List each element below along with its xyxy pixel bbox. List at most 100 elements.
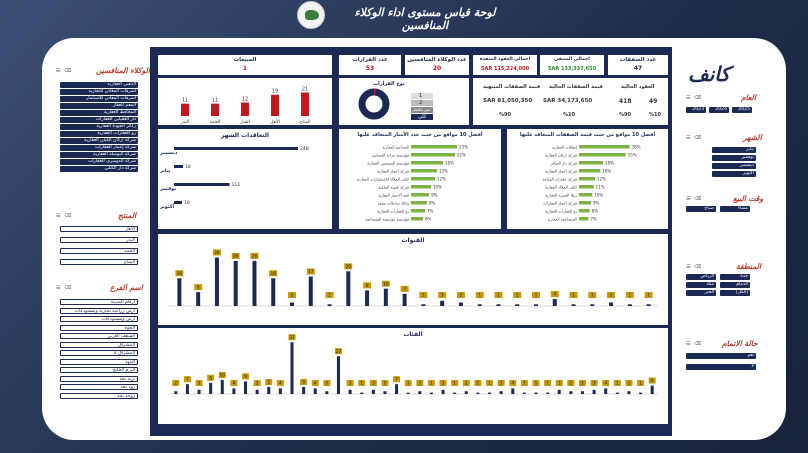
- month-value-label: 111: [232, 182, 241, 188]
- region-slicer-item[interactable]: [الكل]: [720, 290, 750, 296]
- region-slicer-item[interactable]: الخبر: [686, 290, 716, 296]
- channels-chart-card[interactable]: القنوات 16 8 28 26 26 16 2 17 1 20 9 10 7 1 3 2 1 1 1 1 4 1 1 2…: [158, 234, 668, 325]
- sales-value-label: 21: [302, 86, 308, 92]
- column-value-badge: [497, 380, 505, 386]
- kpi-deals-card[interactable]: عدد الصفقات 47: [608, 55, 668, 75]
- top10-value-chart: 38% إتفاقات العقارية 35% شركة أركان العقاري…: [543, 145, 641, 222]
- city-slicer-item[interactable]: روحة نجد: [60, 392, 138, 399]
- donut-legend-4: كلي: [411, 114, 433, 120]
- period-slicer-item[interactable]: مساء: [720, 206, 750, 212]
- city-slicer-item[interactable]: أرقام المدينة: [60, 299, 138, 305]
- region-filter-icon[interactable]: ☰ ⌫: [686, 264, 703, 270]
- period-slicer-item[interactable]: صباح: [686, 206, 716, 212]
- top10-value-label: 38%: [632, 145, 641, 150]
- kpi-sales-card[interactable]: المبيعات 1: [158, 55, 332, 75]
- column-bar: [232, 388, 236, 394]
- top10-value-card[interactable]: أفضل 10 مواقع من حيث قيمة الصفقات المتعا…: [507, 129, 668, 229]
- column-value-badge: [404, 380, 412, 386]
- region-slicer-item[interactable]: الدمام: [720, 282, 750, 288]
- column-bar: [255, 389, 259, 394]
- sales-chart-card[interactable]: 21 المتاح 19 الأهل 12 الفنار 11 الحمد 11 البدر: [158, 78, 332, 125]
- categories-chart-card[interactable]: الفئات 2 7 3 8 10 4 9 3 5 4 37 5 4 2 27 3 1 3 2 7 1 2 1 3 1 2 1 1 2 4…: [158, 328, 668, 424]
- month-filter-icon[interactable]: ☰ ⌫: [686, 135, 703, 141]
- kpi-grid-card[interactable]: العقود الحالية قيمة الصفقات الحالية قيمة…: [473, 78, 668, 125]
- month-slicer-item[interactable]: نوفمبر: [712, 155, 756, 161]
- agent-slicer-item[interactable]: ركائز الجودة العقارية: [60, 124, 138, 130]
- kpi-decisions-card[interactable]: عدد القرارات 53: [339, 55, 401, 75]
- top10-meters-card[interactable]: أفضل 10 مواقع من حيث عدد الأمتار المتعاق…: [339, 129, 501, 229]
- type-slicer-filter-icon[interactable]: ☰ ⌫: [56, 213, 73, 219]
- region-slicer-item[interactable]: مكة: [686, 282, 716, 288]
- column-value-badge: [613, 380, 621, 386]
- agent-slicer-item[interactable]: شركة الدوسري للعقارات: [60, 159, 138, 165]
- year-slicer-item[interactable]: 2023: [686, 107, 706, 113]
- month-slicer-item[interactable]: ديسمبر: [712, 163, 756, 169]
- month-slicer-item[interactable]: يناير: [712, 147, 756, 153]
- column-value-label: 16: [270, 271, 276, 277]
- agent-slicer-item[interactable]: شركة البوصلة العقارية: [60, 152, 138, 158]
- kpi-remaining-card[interactable]: اجمالي المتبقي SAR 133,337,650: [540, 55, 604, 75]
- city-slicer-item[interactable]: المشراق 2: [60, 350, 138, 356]
- agent-slicer-item[interactable]: دار العقيلين للعقارات: [60, 117, 138, 123]
- year-filter-icon[interactable]: ☰ ⌫: [686, 95, 703, 101]
- agent-slicer-item[interactable]: رو للعقارات العقارية: [60, 131, 138, 137]
- status-slicer-item[interactable]: نعم: [686, 353, 756, 359]
- agent-slicer-item[interactable]: شركة دار الكتلي: [60, 166, 138, 172]
- top10-value-label: 9%: [431, 193, 438, 198]
- donut-card[interactable]: نوع القرارات 1 2 غير مكتمل كلي: [339, 78, 469, 125]
- year-slicer-item[interactable]: 2024: [709, 107, 729, 113]
- city-slicer-item[interactable]: المشراق: [60, 341, 138, 348]
- top10-bar: [411, 177, 435, 181]
- city-slicer-filter-icon[interactable]: ☰ ⌫: [56, 285, 73, 291]
- column-value-label: 3: [441, 293, 444, 299]
- city-slicer-item[interactable]: تربة نجد: [60, 375, 138, 382]
- type-slicer-item[interactable]: المتاح: [60, 259, 138, 265]
- column-value-label: 1: [478, 293, 481, 299]
- city-slicer-item[interactable]: السقف الغربي: [60, 333, 138, 339]
- type-slicer-item[interactable]: الحمد: [60, 248, 138, 254]
- agent-slicer-item[interactable]: شركة أركان الكيان العقارية: [60, 138, 138, 144]
- period-filter-icon[interactable]: ☰ ⌫: [686, 196, 703, 202]
- column-value-label: 4: [279, 381, 282, 387]
- column-value-label: 1: [639, 381, 642, 387]
- year-slicer-item[interactable]: 2025: [732, 107, 752, 113]
- month-slicer-item[interactable]: أكتوبر: [712, 171, 756, 177]
- type-slicer-item[interactable]: البدر: [60, 237, 138, 243]
- city-slicer-item[interactable]: اليرم الخليج: [60, 367, 138, 373]
- region-slicer-item[interactable]: جدة: [720, 274, 750, 280]
- kpi-remaining-title: اجمالي المتبقي: [554, 57, 590, 62]
- region-slicer-item[interactable]: الرياض: [686, 274, 716, 280]
- column-bar: [185, 384, 189, 394]
- city-slicer-item[interactable]: رود نجد: [60, 384, 138, 390]
- column-value-label: 16: [177, 271, 183, 277]
- column-value-label: 5: [267, 380, 270, 386]
- type-slicer-item[interactable]: الأهل: [60, 226, 138, 232]
- sales-category-label: البدر: [180, 120, 190, 125]
- column-value-label: 8: [197, 285, 200, 291]
- agent-slicer-item[interactable]: أشرفات المعادن للتجارية: [60, 89, 138, 95]
- column-bar: [360, 392, 364, 394]
- period-slicer-title: وقت البيع: [733, 194, 764, 203]
- city-slicer-item[interactable]: أرض زراعية تجارية ومستودعات: [60, 307, 138, 314]
- slicer-filter-icons[interactable]: ☰ ⌫: [56, 68, 73, 74]
- months-chart-card[interactable]: التعاقدات الشهر 248 ديسمبر 18 يناير 111 نوفمب…: [158, 129, 332, 229]
- channels-chart-title: القنوات: [401, 237, 425, 244]
- kpi-agents-card[interactable]: عدد الوكلاء المنافسين 20: [405, 55, 469, 75]
- column-bar: [244, 381, 248, 394]
- agent-slicer-item[interactable]: أشرفات المعادن للاستثمار: [60, 96, 138, 102]
- column-value-label: 2: [465, 381, 468, 387]
- status-slicer-item[interactable]: لا: [686, 364, 756, 370]
- kpi-contracts-card[interactable]: اجمالي العقود المنفذة SAR 115,224,000: [473, 55, 537, 75]
- agent-slicer-item[interactable]: المعم للعقار: [60, 103, 138, 109]
- column-value-label: 2: [581, 381, 584, 387]
- column-value-label: 3: [349, 381, 352, 387]
- city-slicer-item[interactable]: أرض ومستودعات: [60, 316, 138, 322]
- city-slicer-item[interactable]: الجوة: [60, 324, 138, 331]
- city-slicer-item[interactable]: المهد: [60, 358, 138, 365]
- agent-slicer-item[interactable]: الذهبي العقارية: [60, 82, 138, 88]
- agent-slicer-item[interactable]: المحافظ العقارية: [60, 110, 138, 116]
- kpi-agents-title: عدد الوكلاء المنافسين: [407, 57, 467, 63]
- agent-slicer-item[interactable]: شركة إعمار للعقارات: [60, 145, 138, 151]
- status-filter-icon[interactable]: ☰ ⌫: [686, 341, 703, 347]
- top10-meters-chart: 23% الصناعية العقارية 22% مؤسسة عزابة العصا…: [357, 145, 468, 222]
